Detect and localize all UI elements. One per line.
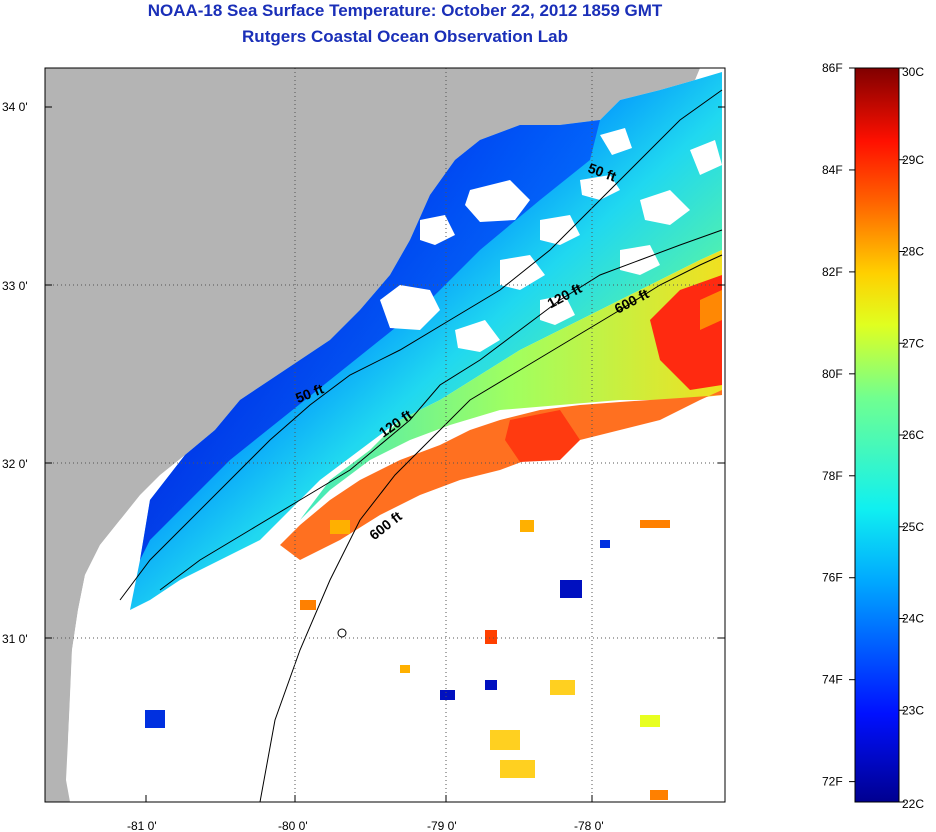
- colorbar-fahrenheit-label: 86F: [822, 61, 843, 75]
- colorbar-celsius-label: 25C: [902, 520, 924, 534]
- colorbar-gradient: [854, 67, 900, 803]
- colorbar-celsius-label: 22C: [902, 797, 924, 811]
- mid-shelf-warm: [300, 250, 722, 520]
- land-mass: [45, 68, 700, 802]
- lat-tick-label: 32 0': [2, 457, 28, 471]
- orange-band: [700, 290, 722, 330]
- colorbar-fahrenheit-label: 72F: [822, 775, 843, 789]
- graticule: [45, 68, 725, 802]
- colorbar-celsius-label: 27C: [902, 336, 924, 350]
- coastal-strip: [68, 500, 150, 802]
- colorbar-celsius-label: 28C: [902, 245, 924, 259]
- map-subtitle: Rutgers Coastal Ocean Observation Lab: [242, 27, 568, 46]
- lon-tick-label: -79 0': [427, 819, 457, 832]
- colorbar-celsius-label: 29C: [902, 153, 924, 167]
- lon-tick-labels: -81 0' -80 0' -79 0' -78 0': [127, 819, 604, 832]
- lon-tick-label: -80 0': [278, 819, 308, 832]
- shelf-water: [130, 72, 722, 610]
- colorbar-celsius-label: 26C: [902, 428, 924, 442]
- lat-tick-label: 34 0': [2, 100, 28, 114]
- colorbar: 30C 29C 28C 27C 26C 25C 24C 23C 22C 86F 84F 82F 80F…: [822, 61, 924, 811]
- colorbar-celsius-label: 30C: [902, 65, 924, 79]
- gulf-stream-eddy: [505, 410, 580, 462]
- lat-tick-label: 33 0': [2, 279, 28, 293]
- colorbar-celsius-label: 24C: [902, 612, 924, 626]
- colorbar-fahrenheit-label: 74F: [822, 673, 843, 687]
- inner-shelf-cold: [140, 120, 600, 560]
- lat-tick-label: 31 0': [2, 632, 28, 646]
- map-title: NOAA-18 Sea Surface Temperature: October…: [147, 1, 663, 20]
- colorbar-fahrenheit-label: 80F: [822, 367, 843, 381]
- colorbar-fahrenheit-label: 82F: [822, 265, 843, 279]
- cloud-gaps: [380, 128, 722, 352]
- colorbar-celsius-label: 23C: [902, 703, 924, 717]
- axis-ticks: [45, 106, 725, 802]
- lon-tick-label: -78 0': [574, 819, 604, 832]
- scattered-pixels: [145, 520, 670, 800]
- gulf-stream: [280, 250, 722, 560]
- colorbar-fahrenheit-label: 78F: [822, 469, 843, 483]
- contour-50ft: [119, 89, 723, 601]
- colorbar-fahrenheit-labels: 86F 84F 82F 80F 78F 76F 74F 72F: [822, 61, 855, 789]
- lat-tick-labels: 34 0' 33 0' 32 0' 31 0': [2, 100, 28, 646]
- contour-120ft: [159, 229, 723, 591]
- map-frame: [44, 67, 726, 803]
- colorbar-celsius-labels: 30C 29C 28C 27C 26C 25C 24C 23C 22C: [899, 65, 924, 811]
- colorbar-fahrenheit-label: 84F: [822, 163, 843, 177]
- lon-tick-label: -81 0': [127, 819, 157, 832]
- map-data-area: [45, 68, 725, 802]
- colorbar-fahrenheit-label: 76F: [822, 571, 843, 585]
